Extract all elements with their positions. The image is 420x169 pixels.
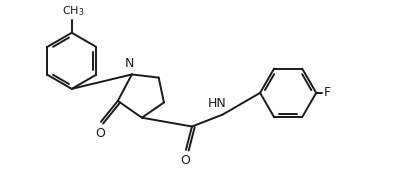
Text: O: O: [180, 154, 190, 167]
Text: O: O: [95, 127, 105, 140]
Text: N: N: [124, 57, 134, 70]
Text: HN: HN: [208, 98, 226, 111]
Text: CH$_3$: CH$_3$: [62, 5, 84, 18]
Text: F: F: [323, 86, 331, 99]
